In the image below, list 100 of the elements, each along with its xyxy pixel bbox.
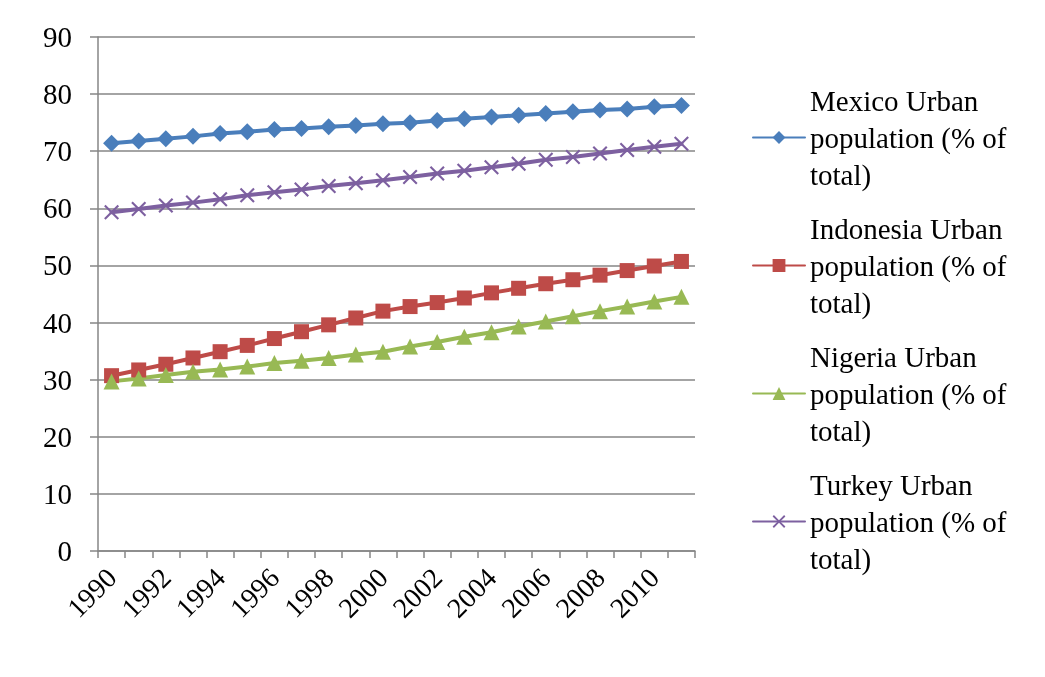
- point: [510, 318, 527, 335]
- legend-label: Indonesia Urban population (% of total): [810, 212, 1014, 320]
- point: [375, 303, 391, 319]
- point: [321, 317, 337, 333]
- point: [348, 175, 364, 191]
- point: [239, 358, 256, 375]
- point: [673, 136, 689, 152]
- point: [428, 111, 446, 129]
- point: [104, 204, 120, 220]
- point: [645, 98, 663, 116]
- point: [157, 367, 174, 384]
- y-tick-label: 40: [43, 306, 72, 339]
- point: [646, 258, 662, 274]
- point: [618, 100, 636, 118]
- point: [564, 308, 581, 325]
- point: [320, 118, 338, 136]
- point: [538, 276, 554, 292]
- point: [293, 352, 310, 369]
- point: [185, 350, 201, 366]
- point: [184, 127, 202, 145]
- point: [320, 349, 337, 366]
- y-tick-label: 90: [43, 21, 72, 53]
- point: [265, 121, 283, 139]
- point: [429, 166, 445, 181]
- point: [511, 280, 527, 296]
- point: [294, 181, 310, 197]
- point: [212, 344, 228, 360]
- point: [266, 355, 283, 372]
- point: [238, 123, 256, 141]
- point: [483, 159, 499, 175]
- point: [293, 119, 311, 137]
- point: [672, 97, 690, 115]
- point: [510, 106, 528, 124]
- point: [131, 201, 147, 217]
- point: [158, 197, 174, 213]
- point: [619, 142, 635, 158]
- point: [673, 288, 690, 305]
- point: [482, 108, 500, 126]
- point: [511, 156, 527, 172]
- point: [130, 370, 147, 387]
- point: [456, 290, 472, 306]
- point: [266, 184, 282, 200]
- point: [321, 178, 337, 194]
- point: [619, 298, 636, 315]
- point: [429, 295, 445, 311]
- point: [374, 343, 391, 360]
- point: [401, 114, 419, 132]
- point: [646, 293, 663, 310]
- point: [537, 105, 555, 123]
- point: [211, 125, 229, 143]
- y-tick-label: 10: [43, 477, 72, 510]
- point: [429, 333, 446, 350]
- point: [239, 187, 255, 203]
- y-tick-label: 70: [43, 135, 72, 168]
- y-tick-label: 80: [43, 78, 72, 111]
- legend-label: Turkey Urban population (% of total): [810, 468, 1014, 576]
- point: [402, 299, 418, 315]
- point: [131, 362, 147, 378]
- point: [158, 356, 174, 372]
- point: [212, 191, 228, 207]
- y-tick-label: 30: [43, 363, 72, 396]
- point: [592, 267, 608, 283]
- point: [184, 363, 201, 380]
- y-tick-label: 50: [43, 249, 72, 282]
- point: [619, 263, 635, 279]
- point: [374, 115, 392, 133]
- point: [157, 130, 175, 148]
- point: [103, 373, 120, 390]
- y-tick-label: 60: [43, 192, 72, 225]
- point: [592, 303, 609, 320]
- point: [347, 117, 365, 135]
- legend-label: Nigeria Urban population (% of total): [810, 340, 1014, 448]
- point: [673, 253, 689, 269]
- point: [348, 310, 364, 326]
- point: [375, 172, 391, 188]
- point: [646, 139, 662, 155]
- point: [592, 146, 608, 162]
- legend-label: Mexico Urban population (% of total): [810, 84, 1014, 192]
- point: [456, 163, 472, 179]
- point: [402, 338, 419, 355]
- point: [483, 285, 499, 301]
- point: [565, 149, 581, 165]
- point: [591, 101, 609, 119]
- point: [185, 195, 201, 211]
- point: [564, 103, 582, 121]
- point: [537, 313, 554, 330]
- point: [266, 331, 282, 347]
- point: [483, 324, 500, 341]
- point: [456, 328, 473, 345]
- point: [130, 132, 148, 150]
- point: [402, 169, 418, 185]
- point: [347, 346, 364, 363]
- point: [103, 134, 121, 152]
- point: [239, 337, 255, 353]
- point: [538, 152, 554, 168]
- point: [212, 361, 229, 378]
- y-tick-label: 0: [57, 535, 72, 567]
- y-tick-label: 20: [43, 420, 72, 453]
- point: [565, 272, 581, 288]
- point: [294, 324, 310, 340]
